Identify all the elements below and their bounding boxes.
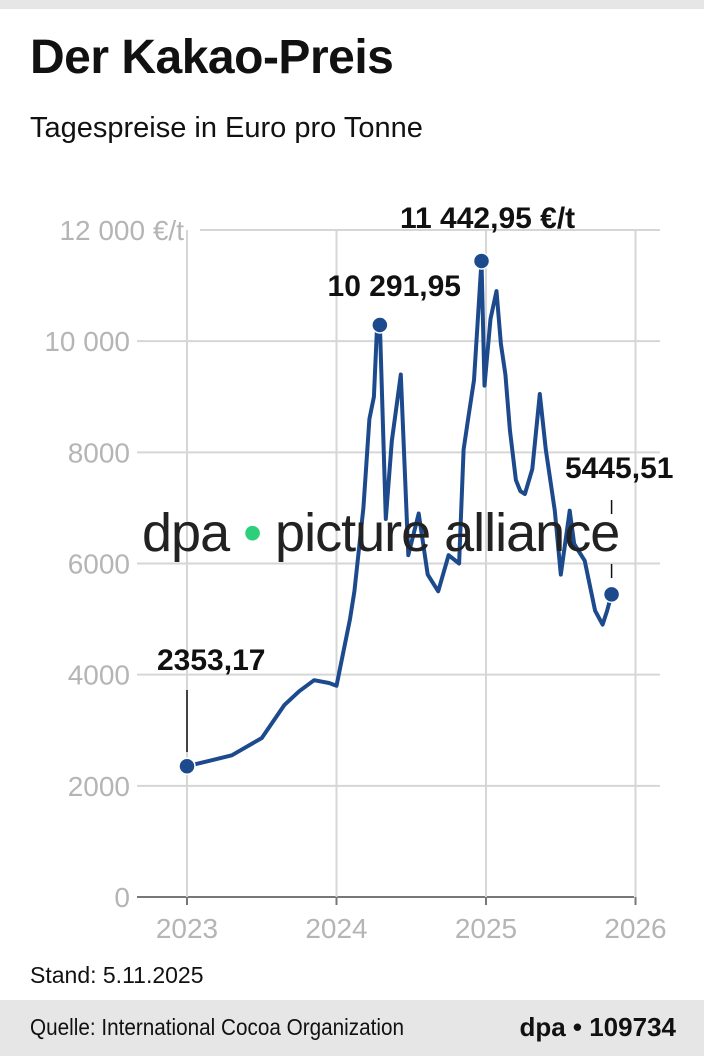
x-tick-label: 2026 <box>604 913 666 944</box>
annotation-label: 5445,51 <box>565 452 673 485</box>
x-tick-label: 2023 <box>156 913 218 944</box>
footer-bar: Quelle: International Cocoa Organization… <box>0 1000 704 1056</box>
annotation-point <box>178 757 196 775</box>
watermark-left: dpa <box>142 503 230 563</box>
annotation-point <box>472 252 491 270</box>
annotation-label: 2353,17 <box>157 644 265 677</box>
y-tick-label: 12 000 €/t <box>59 215 184 246</box>
y-tick-label: 10 000 <box>44 326 130 357</box>
y-tick-label: 0 <box>114 882 130 913</box>
chart-title: Der Kakao-Preis <box>30 31 394 84</box>
top-bar <box>0 0 704 9</box>
y-tick-label: 4000 <box>68 660 130 691</box>
y-tick-label: 8000 <box>68 437 130 468</box>
source-text: Quelle: International Cocoa Organization <box>30 1014 404 1040</box>
chart-subtitle: Tagespreise in Euro pro Tonne <box>30 112 423 144</box>
price-chart: 0 2000 4000 6000 8000 10 000 12 000 €/t 2023 202… <box>44 202 673 944</box>
x-tick-label: 2025 <box>455 913 517 944</box>
x-tick-label: 2024 <box>305 913 367 944</box>
annotation-point <box>371 316 389 334</box>
price-line <box>186 259 614 769</box>
credit-text: dpa • 109734 <box>519 1012 676 1042</box>
y-tick-label: 6000 <box>68 549 130 580</box>
annotation-label: 10 291,95 <box>328 270 461 303</box>
watermark-logo: dpa • picture alliance <box>142 503 620 563</box>
y-tick-label: 2000 <box>68 771 130 802</box>
stand-date: Stand: 5.11.2025 <box>30 962 204 988</box>
annotation-label: 11 442,95 €/t <box>400 202 575 235</box>
watermark-right: picture alliance <box>275 503 620 563</box>
watermark-dot: • <box>243 503 262 563</box>
annotation-point <box>602 585 621 604</box>
